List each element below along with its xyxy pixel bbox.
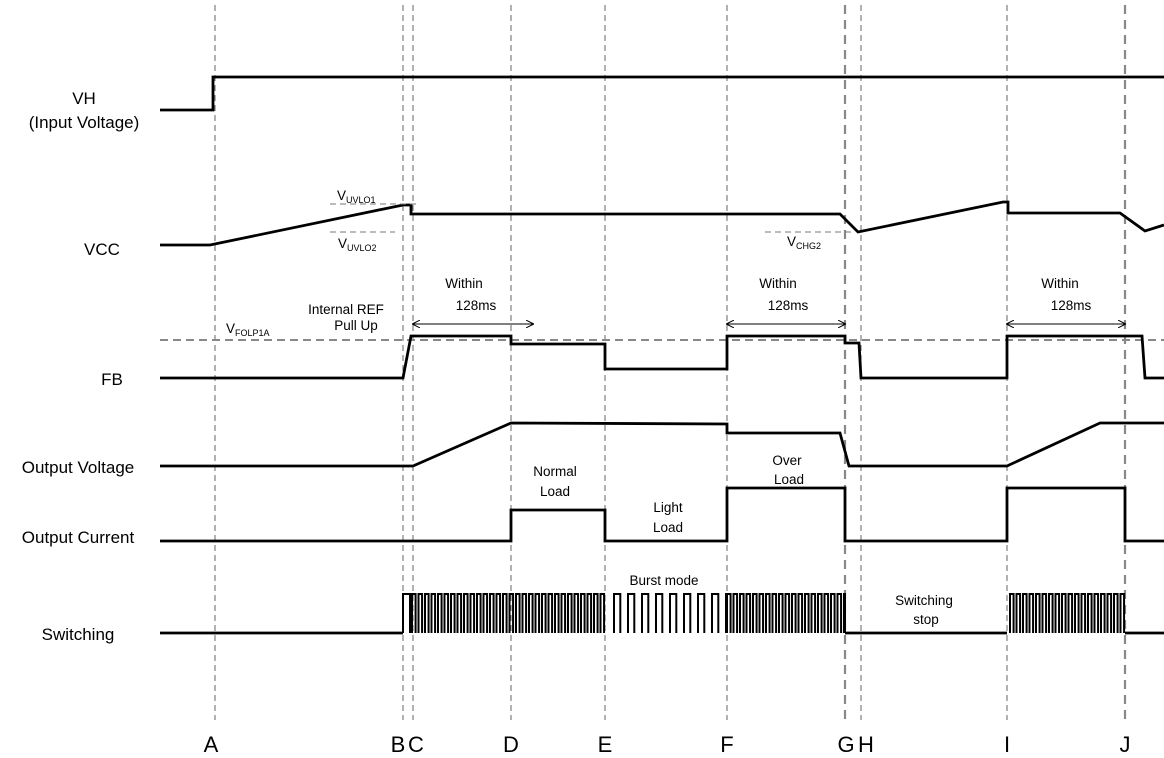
pull-up-annotation: Pull Up	[334, 318, 378, 333]
normal-switching-pulses	[411, 593, 606, 633]
vchg2-annotation: VCHG2	[787, 234, 821, 251]
marker-d: D	[503, 732, 519, 757]
marker-h: H	[858, 732, 874, 757]
switching-label: Switching	[42, 625, 115, 644]
vfolp1a-annotation: VFOLP1A	[226, 321, 270, 338]
within-1-line1: Within	[445, 276, 483, 291]
over-load-line1: Over	[772, 453, 802, 468]
vh-sub-label: (Input Voltage)	[29, 113, 140, 132]
burst-mode-pulses	[613, 593, 728, 633]
marker-c: C	[408, 732, 424, 757]
vcc-waveform	[160, 200, 1164, 247]
overload-switching-pulses	[726, 593, 846, 633]
over-load-line2: Load	[774, 472, 804, 487]
fb-waveform	[160, 334, 1164, 380]
vh-waveform	[160, 75, 1164, 112]
burst-mode-annotation: Burst mode	[629, 573, 698, 588]
within-1-line2: 128ms	[456, 298, 497, 313]
vh-label: VH	[72, 89, 96, 108]
restart-switching-pulses	[1009, 593, 1126, 633]
output-current-waveform	[160, 486, 1164, 543]
marker-f: F	[720, 732, 733, 757]
fb-label: FB	[101, 370, 123, 389]
within-3-line2: 128ms	[1051, 298, 1092, 313]
light-load-line2: Load	[653, 520, 683, 535]
within-2-line2: 128ms	[768, 298, 809, 313]
switching-stop-line1: Switching	[895, 593, 953, 608]
switching-stop-line2: stop	[913, 612, 939, 627]
output-current-label: Output Current	[22, 528, 135, 547]
vcc-label: VCC	[84, 240, 120, 259]
normal-load-line1: Normal	[533, 464, 577, 479]
vuvlo1-annotation: VUVLO1	[337, 188, 376, 205]
within-2-line1: Within	[759, 276, 797, 291]
signal-labels: VH (Input Voltage) VCC FB Output Voltage…	[22, 89, 140, 644]
output-voltage-label: Output Voltage	[22, 458, 134, 477]
time-markers: A B C D E F G H I J	[204, 732, 1131, 757]
within-3-line1: Within	[1041, 276, 1079, 291]
marker-g: G	[837, 732, 854, 757]
annotations: VUVLO1 VUVLO2 VCHG2 VFOLP1A Internal REF…	[226, 188, 1092, 627]
normal-load-line2: Load	[540, 484, 570, 499]
startup-pulse	[402, 593, 411, 633]
marker-a: A	[204, 732, 219, 757]
light-load-line1: Light	[653, 500, 683, 515]
marker-b: B	[391, 732, 406, 757]
internal-ref-annotation: Internal REF	[308, 302, 384, 317]
marker-i: I	[1004, 732, 1010, 757]
switching-pulses	[402, 593, 1126, 633]
marker-e: E	[598, 732, 613, 757]
output-voltage-waveform	[160, 421, 1164, 468]
marker-j: J	[1120, 732, 1131, 757]
vuvlo2-annotation: VUVLO2	[338, 236, 377, 253]
